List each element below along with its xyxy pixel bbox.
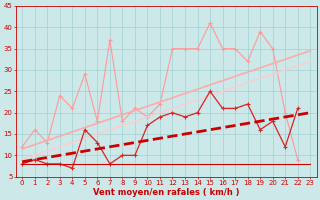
X-axis label: Vent moyen/en rafales ( km/h ): Vent moyen/en rafales ( km/h ) xyxy=(93,188,239,197)
